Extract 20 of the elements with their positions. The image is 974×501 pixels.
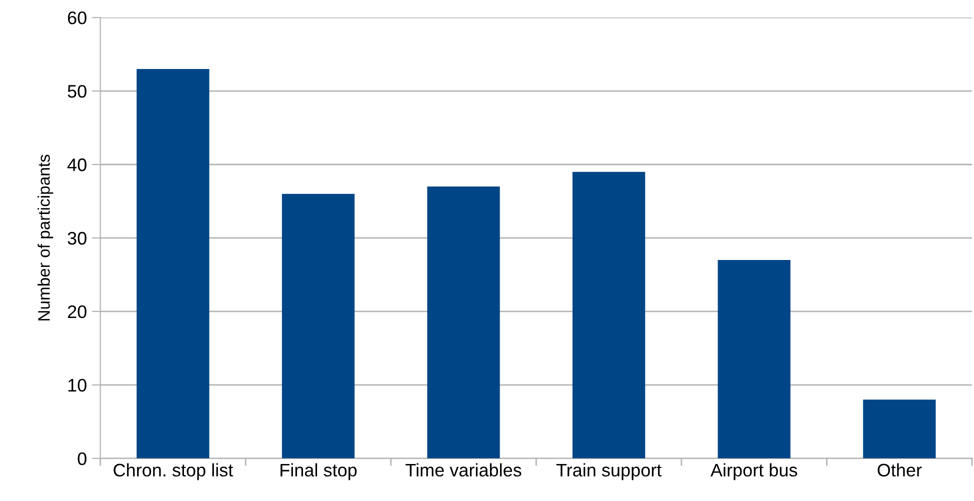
bar xyxy=(572,172,646,458)
bar xyxy=(136,68,210,458)
x-tick-label: Chron. stop list xyxy=(114,463,234,480)
y-axis-title: Number of participants xyxy=(38,154,54,320)
y-tick-label: 10 xyxy=(68,378,86,392)
x-tick-label: Train support xyxy=(556,463,662,480)
bar xyxy=(718,260,790,458)
bar xyxy=(282,194,355,458)
x-tick-label: Other xyxy=(878,463,922,477)
y-tick-label: 20 xyxy=(68,305,86,318)
y-tick-label: 30 xyxy=(68,232,86,245)
bar xyxy=(427,186,500,458)
x-tick-label: Time variables xyxy=(406,463,522,477)
y-tick-label: 50 xyxy=(68,84,86,98)
y-tick-label: 40 xyxy=(67,158,86,172)
x-tick-label: Airport bus xyxy=(710,463,798,480)
y-tick-label: 60 xyxy=(68,11,86,24)
y-tick-label: 0 xyxy=(78,452,86,466)
x-tick-label: Final stop xyxy=(280,463,357,480)
bar xyxy=(863,400,936,458)
